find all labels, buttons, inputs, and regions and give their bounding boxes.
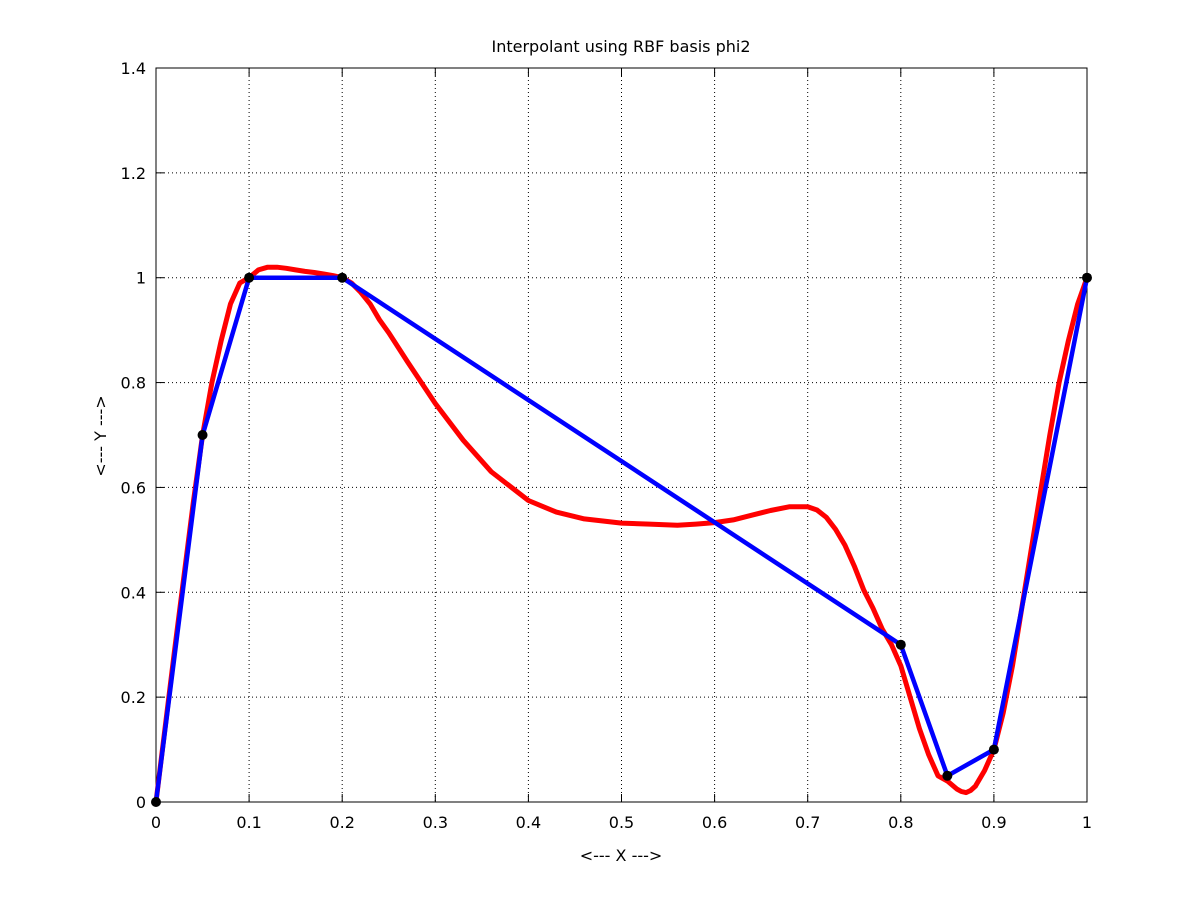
x-tick-label: 1 <box>1082 813 1092 832</box>
y-tick-label: 0.2 <box>121 688 146 707</box>
x-tick-label: 0.2 <box>329 813 354 832</box>
x-tick-label: 0.5 <box>609 813 634 832</box>
data-point-marker <box>895 639 906 650</box>
x-tick-label: 0.1 <box>236 813 261 832</box>
x-tick-label: 0.3 <box>423 813 448 832</box>
data-point-marker <box>1082 272 1092 283</box>
y-tick-label: 0.6 <box>121 478 146 497</box>
data-point-marker <box>337 272 348 283</box>
y-tick-labels: 0 0.2 0.4 0.6 0.8 1 1.2 1.4 <box>121 59 146 812</box>
y-tick-label: 0.4 <box>121 583 146 602</box>
y-tick-label: 1 <box>136 269 146 288</box>
x-tick-label: 0 <box>151 813 161 832</box>
x-tick-labels: 0 0.1 0.2 0.3 0.4 0.5 0.6 0.7 0.8 0.9 1 <box>151 813 1092 832</box>
data-point-marker <box>988 744 999 755</box>
x-tick-label: 0.7 <box>795 813 820 832</box>
x-tick-label: 0.9 <box>981 813 1006 832</box>
axis-ticks <box>155 67 1088 803</box>
series-layer <box>151 264 1092 807</box>
y-tick-label: 1.2 <box>121 164 146 183</box>
data-point-marker <box>244 272 255 283</box>
data-point-marker <box>197 430 208 440</box>
series-line-red <box>153 264 1090 805</box>
series-line-blue <box>153 275 1090 805</box>
chart-title: Interpolant using RBF basis phi2 <box>491 37 750 56</box>
y-tick-label: 0.8 <box>121 374 146 393</box>
x-axis-label: <--- X ---> <box>580 846 663 865</box>
data-point-marker <box>151 797 161 807</box>
y-axis-label: <--- Y ---> <box>91 395 110 476</box>
x-tick-label: 0.6 <box>702 813 727 832</box>
x-tick-label: 0.8 <box>888 813 913 832</box>
data-point-marker <box>942 770 953 781</box>
y-tick-label: 1.4 <box>121 59 146 78</box>
x-tick-label: 0.4 <box>516 813 541 832</box>
y-tick-label: 0 <box>136 793 146 812</box>
